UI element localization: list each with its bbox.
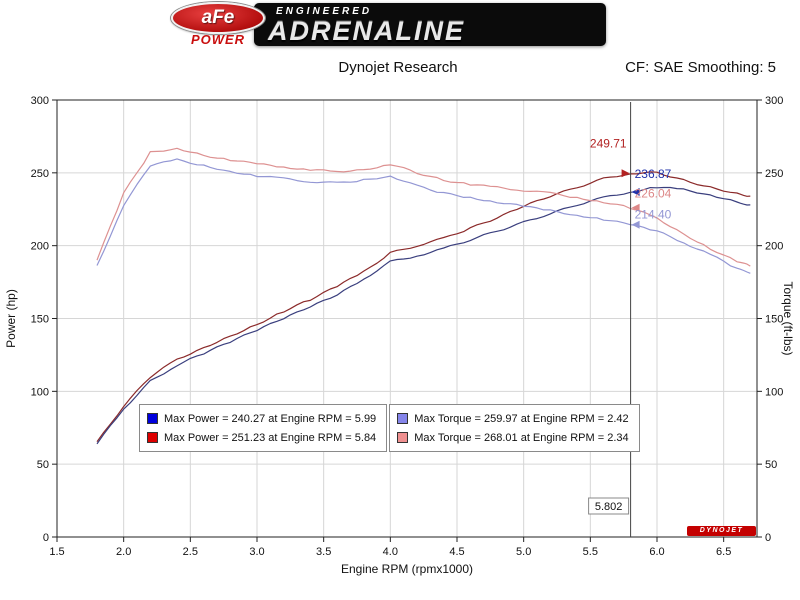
cursor-value-label: 249.71 (590, 136, 627, 150)
legend-swatch-torque-1 (397, 413, 409, 424)
y-tick-label-right: 50 (765, 459, 777, 471)
legend-item: Max Power = 251.23 at Engine RPM = 5.84 (147, 432, 376, 444)
brand-header: ENGINEERED ADRENALINE aFe POWER (168, 2, 608, 48)
cursor-marker (631, 203, 640, 212)
cursor-rpm-label: 5.802 (595, 501, 623, 513)
y-tick-label-right: 250 (765, 168, 783, 180)
x-tick-label: 2.0 (116, 546, 131, 558)
y-tick-label-left: 50 (37, 459, 49, 471)
x-tick-label: 4.0 (383, 546, 398, 558)
legend-label: Max Torque = 259.97 at Engine RPM = 2.42 (414, 412, 629, 425)
torque-run-2-curve (96, 147, 751, 267)
dynojet-logo: DYNOJET (687, 526, 756, 536)
legend-item: Max Torque = 268.01 at Engine RPM = 2.34 (397, 431, 629, 444)
y-tick-label-right: 100 (765, 386, 783, 398)
banner-main-text: ADRENALINE (268, 16, 466, 46)
legend-swatch-power-1 (147, 413, 158, 424)
legend-swatch-power-2 (147, 432, 158, 443)
x-tick-label: 5.0 (516, 546, 531, 558)
legend-label: Max Power = 240.27 at Engine RPM = 5.99 (164, 412, 377, 425)
x-tick-label: 6.5 (716, 546, 731, 558)
afe-power-logo: aFe POWER (168, 2, 268, 47)
y-tick-label-right: 0 (765, 532, 771, 544)
banner-top-text: ENGINEERED (276, 6, 373, 17)
cursor-marker (631, 187, 640, 196)
x-tick-label: 4.5 (449, 546, 464, 558)
x-tick-label: 5.5 (583, 546, 598, 558)
afe-oval-icon: aFe (171, 2, 265, 34)
afe-power-text: POWER (190, 32, 246, 47)
x-tick-label: 3.0 (249, 546, 264, 558)
y-tick-label-right: 300 (765, 95, 783, 107)
cursor-value-label: 226.04 (635, 187, 672, 201)
power-run-2-curve (96, 171, 751, 443)
adrenaline-banner: ENGINEERED ADRENALINE (254, 3, 606, 46)
x-tick-label: 2.5 (183, 546, 198, 558)
torque-run-1-curve (96, 158, 751, 274)
y-axis-label-left: Power (hp) (4, 289, 18, 348)
y-tick-label-left: 150 (31, 314, 49, 326)
cursor-value-label: 236.87 (635, 167, 672, 181)
power-run-1-curve (96, 186, 751, 445)
legend-label: Max Power = 251.23 at Engine RPM = 5.84 (164, 431, 377, 444)
legend-swatch-torque-2 (397, 432, 409, 443)
smoothing-label: CF: SAE Smoothing: 5 (625, 59, 776, 76)
y-tick-label-right: 150 (765, 314, 783, 326)
cursor-rpm-box (588, 497, 630, 515)
y-tick-label-left: 100 (31, 386, 49, 398)
legend-item: Max Torque = 259.97 at Engine RPM = 2.42 (397, 412, 629, 425)
legend-label: Max Torque = 268.01 at Engine RPM = 2.34 (414, 431, 629, 444)
legend-torque-box: Max Torque = 259.97 at Engine RPM = 2.42… (389, 404, 640, 452)
x-tick-label: 6.0 (649, 546, 664, 558)
x-tick-label: 1.5 (49, 546, 64, 558)
y-tick-label-right: 200 (765, 241, 783, 253)
y-tick-label-left: 300 (31, 95, 49, 107)
x-axis-label: Engine RPM (rpmx1000) (341, 562, 473, 576)
cursor-value-label: 214.40 (635, 208, 672, 222)
y-axis-label-right: Torque (ft-lbs) (781, 281, 795, 355)
cursor-marker (621, 169, 630, 178)
chart-title: Dynojet Research (338, 59, 458, 76)
y-tick-label-left: 250 (31, 168, 49, 180)
chart-legend: Max Power = 240.27 at Engine RPM = 5.99 … (139, 404, 642, 452)
legend-item: Max Power = 240.27 at Engine RPM = 5.99 (147, 413, 376, 425)
x-tick-label: 3.5 (316, 546, 331, 558)
legend-power-box: Max Power = 240.27 at Engine RPM = 5.99 … (139, 404, 388, 452)
y-tick-label-left: 200 (31, 241, 49, 253)
afe-logo-text: aFe (201, 7, 235, 28)
y-tick-label-left: 0 (43, 532, 49, 544)
cursor-marker (631, 220, 640, 229)
